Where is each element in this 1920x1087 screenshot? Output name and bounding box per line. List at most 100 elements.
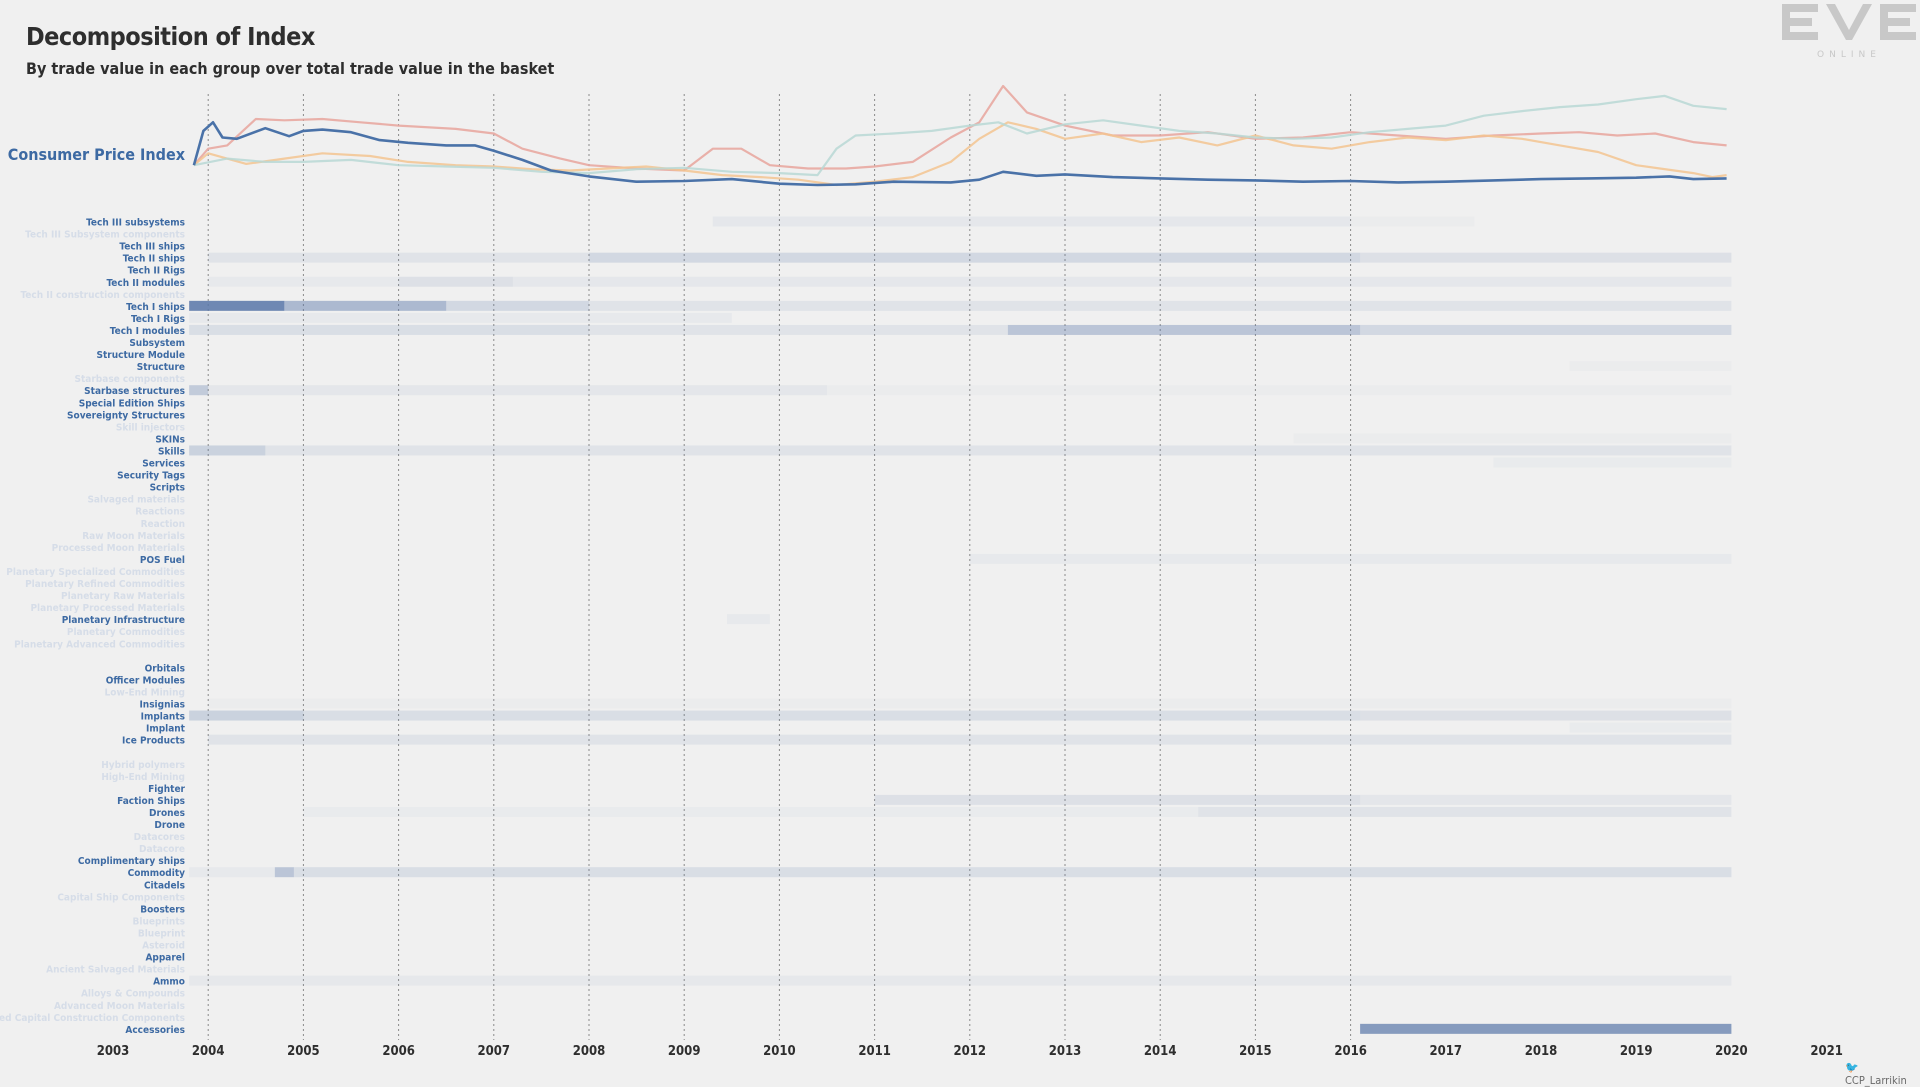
heat-cell: [284, 300, 447, 311]
x-tick-label: 2008: [573, 1044, 606, 1059]
heat-cell: [189, 710, 304, 721]
heat-cell: [208, 276, 399, 287]
x-tick-label: 2013: [1049, 1044, 1082, 1059]
row-label: Tech I Rigs: [131, 314, 185, 325]
heat-cell: [189, 445, 266, 456]
x-tick-label: 2005: [287, 1044, 320, 1059]
row-label: Scripts: [150, 483, 185, 494]
row-label: Accessories: [125, 1025, 185, 1036]
credit: 🐦CCP_Larrikin: [1845, 1061, 1920, 1087]
heat-cell: [1198, 806, 1732, 817]
row-label: Ammo: [153, 977, 185, 988]
twitter-bird-icon: 🐦: [1845, 1061, 1859, 1074]
row-label: Skills: [158, 446, 185, 457]
x-tick-label: 2018: [1525, 1044, 1558, 1059]
heat-cell: [303, 806, 1199, 817]
row-label: Advanced Capital Construction Components: [0, 1013, 185, 1024]
x-tick-label: 2019: [1620, 1044, 1653, 1059]
row-label: Planetary Advanced Commodities: [14, 639, 185, 650]
x-tick-label: 2015: [1239, 1044, 1272, 1059]
row-label: Salvaged materials: [87, 495, 185, 506]
logo-subtext: ONLINE: [1817, 50, 1881, 60]
row-label: Low-End Mining: [105, 687, 185, 698]
heat-cell: [293, 867, 1732, 878]
row-label: Reaction: [141, 519, 185, 530]
row-label: Implants: [141, 712, 185, 723]
credit-handle: CCP_Larrikin: [1845, 1074, 1907, 1087]
row-label: Tech II construction components: [20, 290, 185, 301]
heat-cell: [274, 867, 294, 878]
heat-cell: [1493, 457, 1732, 468]
row-label: Planetary Processed Materials: [30, 603, 185, 614]
x-tick-label: 2016: [1334, 1044, 1367, 1059]
heat-cell: [189, 385, 209, 396]
x-tick-label: 2017: [1430, 1044, 1463, 1059]
heat-cell: [189, 867, 275, 878]
heat-cell: [512, 276, 1732, 287]
x-tick-label: 2007: [478, 1044, 511, 1059]
row-label: Planetary Refined Commodities: [25, 579, 185, 590]
x-tick-label: 2003: [97, 1044, 130, 1059]
row-label: Commodity: [128, 868, 186, 879]
x-tick-label: 2014: [1144, 1044, 1177, 1059]
row-label: Datacore: [139, 844, 185, 855]
row-label: Tech II modules: [106, 278, 185, 289]
row-label: POS Fuel: [140, 555, 185, 566]
heat-cell: [1360, 324, 1732, 335]
heat-cell: [874, 794, 1361, 805]
row-label: Blueprints: [133, 916, 185, 927]
row-label: Tech II ships: [123, 254, 185, 265]
x-tick-label: 2020: [1715, 1044, 1748, 1059]
row-label: Drones: [149, 808, 185, 819]
heat-cell: [589, 324, 1008, 335]
row-label: Tech I ships: [126, 302, 185, 313]
row-label: Starbase structures: [84, 386, 185, 397]
chart-subtitle: By trade value in each group over total …: [26, 59, 555, 78]
row-label: Reactions: [135, 507, 185, 518]
heat-cell: [1007, 324, 1361, 335]
heat-cell: [189, 975, 1732, 986]
component-series-line: [193, 121, 1727, 187]
heat-cell: [712, 216, 1351, 227]
row-label: Hybrid polymers: [101, 760, 185, 771]
heat-cell: [303, 710, 1361, 721]
heat-cell: [1569, 722, 1732, 733]
row-label: Advanced Moon Materials: [54, 1001, 185, 1012]
eve-online-logo: ONLINE: [1782, 4, 1916, 60]
heat-cell: [1351, 217, 1475, 227]
row-label: Ancient Salvaged Materials: [46, 965, 185, 976]
heat-cell: [189, 324, 589, 335]
row-label: Subsystem: [129, 338, 185, 349]
row-label: Security Tags: [117, 471, 185, 482]
x-tick-label: 2009: [668, 1044, 701, 1059]
row-label: Structure Module: [96, 350, 185, 361]
row-label: Planetary Raw Materials: [61, 591, 185, 602]
chart-title: Decomposition of Index: [26, 22, 315, 51]
row-label: High-End Mining: [101, 772, 185, 783]
heat-cell: [208, 385, 827, 396]
row-label: Orbitals: [145, 663, 185, 674]
x-tick-label: 2010: [763, 1044, 796, 1059]
row-label: Raw Moon Materials: [82, 531, 185, 542]
heat-cell: [969, 553, 1732, 564]
heat-cell: [265, 445, 1732, 456]
row-label: Tech II Rigs: [128, 266, 185, 277]
row-label: Insignias: [139, 700, 185, 711]
row-label: Faction Ships: [117, 796, 185, 807]
row-label: Planetary Commodities: [67, 627, 185, 638]
heat-cell: [189, 312, 732, 323]
x-tick-label: 2004: [192, 1044, 225, 1059]
heat-cell: [1293, 433, 1731, 443]
row-label: Officer Modules: [106, 675, 185, 686]
row-label: Tech III ships: [119, 242, 185, 253]
heat-cell: [398, 276, 513, 287]
component-series-line: [193, 94, 1727, 177]
row-label: Complimentary ships: [78, 856, 185, 867]
row-label: Services: [142, 459, 185, 470]
row-label: Structure: [137, 362, 185, 373]
heat-cell: [1360, 710, 1732, 721]
row-label: Boosters: [140, 904, 185, 915]
row-label: Tech III subsystems: [86, 218, 185, 229]
row-label: Sovereignty Structures: [67, 410, 185, 421]
